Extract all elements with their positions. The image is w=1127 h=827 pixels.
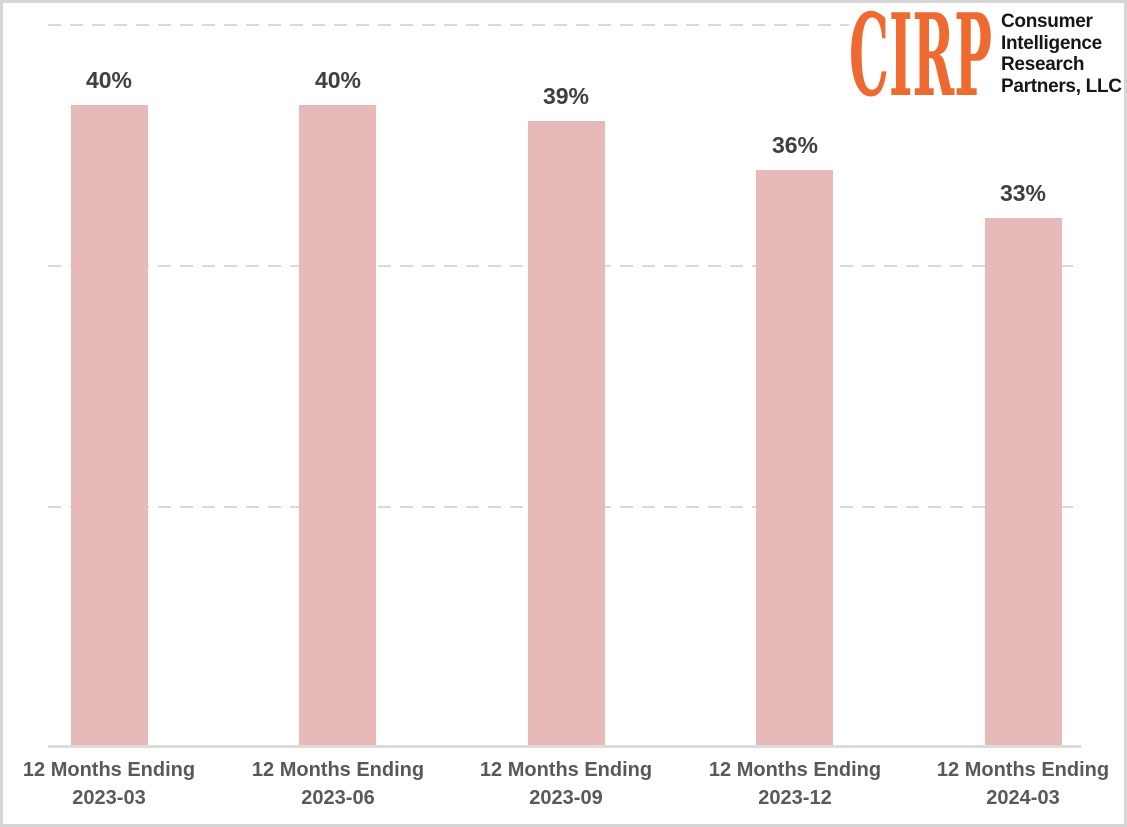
bar [299, 105, 376, 748]
bar [756, 170, 833, 748]
x-axis-category-label: 12 Months Ending 2024-03 [936, 759, 1110, 809]
bar [528, 121, 605, 748]
x-axis-line [48, 745, 1081, 748]
cirp-logo-company-name: Consumer Intelligence Research Partners,… [1001, 11, 1122, 97]
bar-value-label: 33% [999, 180, 1047, 206]
x-axis-category-label: 12 Months Ending 2023-12 [708, 759, 882, 809]
bar-value-label: 40% [314, 67, 362, 93]
cirp-logo-mark: CIRP [849, 8, 992, 103]
x-axis-category-label: 12 Months Ending 2023-03 [22, 759, 196, 809]
bar [71, 105, 148, 748]
x-axis-category-label: 12 Months Ending 2023-06 [251, 759, 425, 809]
bar-value-label: 40% [85, 67, 133, 93]
cirp-logo: CIRP Consumer Intelligence Research Part… [849, 3, 1124, 106]
x-axis-category-label: 12 Months Ending 2023-09 [479, 759, 653, 809]
cirp-logo-wordmark: CIRP [849, 8, 992, 103]
bar-value-label: 36% [771, 132, 819, 158]
bar-value-label: 39% [542, 83, 590, 109]
gridline-45pct [48, 24, 1081, 26]
bar [985, 218, 1062, 748]
